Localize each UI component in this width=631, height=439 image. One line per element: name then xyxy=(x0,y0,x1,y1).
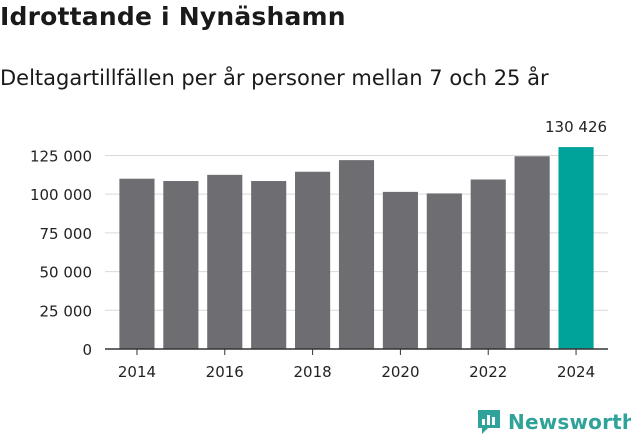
y-tick-label: 125 000 xyxy=(30,147,92,165)
x-tick-label: 2016 xyxy=(206,363,244,381)
data-label: 130 426 xyxy=(545,118,607,136)
y-tick-label: 25 000 xyxy=(40,302,93,320)
brand-logo: Newsworthy xyxy=(476,407,631,437)
chart-subtitle: Deltagartillfällen per år personer mella… xyxy=(0,66,549,90)
bar-2019 xyxy=(338,160,375,349)
x-tick-label: 2020 xyxy=(381,363,419,381)
bar-2015 xyxy=(163,181,199,349)
y-tick-label: 75 000 xyxy=(40,225,93,243)
bar-2016 xyxy=(207,174,243,349)
bar-2024 xyxy=(558,147,594,349)
y-tick-label: 0 xyxy=(82,341,92,359)
y-tick-label: 100 000 xyxy=(30,186,92,204)
bar-2018 xyxy=(295,171,331,349)
brand-name: Newsworthy xyxy=(508,410,631,434)
bar-2014 xyxy=(119,178,155,349)
y-tick-label: 50 000 xyxy=(40,264,93,282)
bar-2021 xyxy=(426,193,462,349)
bar-2023 xyxy=(514,156,550,349)
x-tick-label: 2024 xyxy=(557,363,595,381)
chart-title: Idrottande i Nynäshamn xyxy=(0,2,346,31)
newsworthy-logo-icon xyxy=(478,410,500,434)
x-tick-label: 2014 xyxy=(118,363,156,381)
bar-chart: 0 25 000 50 000 75 000 100 000 125 000 130 426… xyxy=(30,118,608,381)
bar-2022 xyxy=(470,179,506,349)
x-tick-label: 2022 xyxy=(469,363,507,381)
bar-2020 xyxy=(382,191,418,349)
x-tick-label: 2018 xyxy=(293,363,331,381)
bar-2017 xyxy=(251,181,287,349)
